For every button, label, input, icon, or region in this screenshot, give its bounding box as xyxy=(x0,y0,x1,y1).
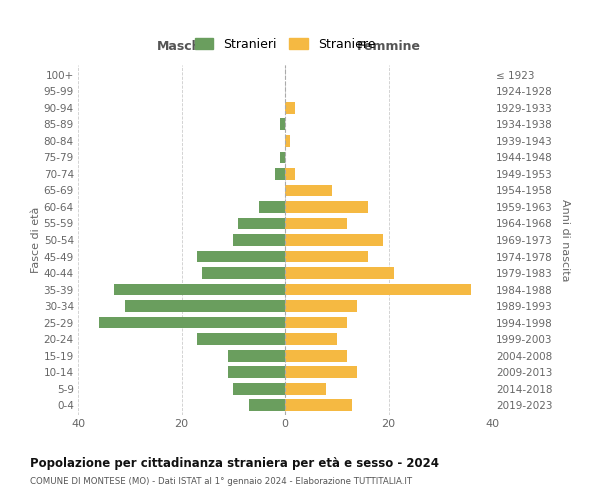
Bar xyxy=(285,267,394,279)
Bar xyxy=(285,234,383,246)
Text: Maschi: Maschi xyxy=(157,40,206,54)
Y-axis label: Fasce di età: Fasce di età xyxy=(31,207,41,273)
Bar xyxy=(285,382,326,394)
Bar xyxy=(285,300,358,312)
Bar xyxy=(280,118,285,130)
Bar xyxy=(249,399,285,411)
Bar xyxy=(228,366,285,378)
Bar xyxy=(197,333,285,345)
Bar xyxy=(233,234,285,246)
Bar xyxy=(285,250,368,262)
Legend: Stranieri, Straniere: Stranieri, Straniere xyxy=(190,32,380,56)
Bar xyxy=(280,152,285,164)
Bar xyxy=(275,168,285,180)
Bar xyxy=(285,350,347,362)
Text: Popolazione per cittadinanza straniera per età e sesso - 2024: Popolazione per cittadinanza straniera p… xyxy=(30,458,439,470)
Bar xyxy=(285,135,290,147)
Bar xyxy=(285,168,295,180)
Bar xyxy=(259,201,285,213)
Y-axis label: Anni di nascita: Anni di nascita xyxy=(560,198,569,281)
Bar xyxy=(99,316,285,328)
Bar xyxy=(197,250,285,262)
Bar xyxy=(125,300,285,312)
Text: Femmine: Femmine xyxy=(356,40,421,54)
Bar xyxy=(114,284,285,296)
Bar xyxy=(228,350,285,362)
Bar xyxy=(285,218,347,230)
Text: COMUNE DI MONTESE (MO) - Dati ISTAT al 1° gennaio 2024 - Elaborazione TUTTITALIA: COMUNE DI MONTESE (MO) - Dati ISTAT al 1… xyxy=(30,478,412,486)
Bar xyxy=(285,366,358,378)
Bar xyxy=(285,201,368,213)
Bar xyxy=(285,316,347,328)
Bar xyxy=(285,333,337,345)
Bar xyxy=(285,102,295,114)
Bar xyxy=(285,184,332,196)
Bar xyxy=(238,218,285,230)
Bar xyxy=(202,267,285,279)
Bar xyxy=(285,284,472,296)
Bar xyxy=(233,382,285,394)
Bar xyxy=(285,399,352,411)
